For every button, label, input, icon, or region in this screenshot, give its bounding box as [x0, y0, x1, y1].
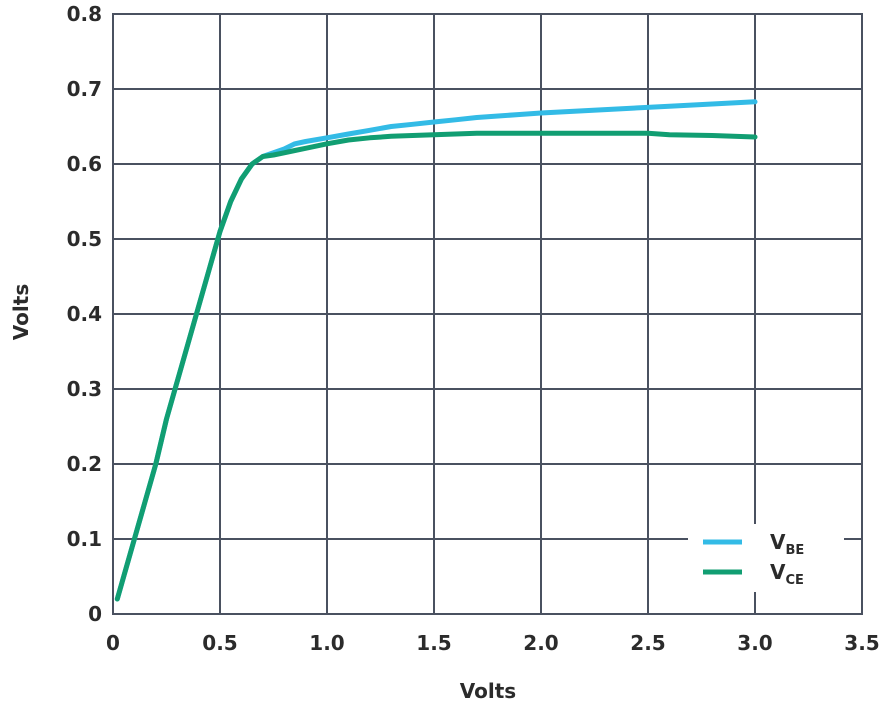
- y-tick-label: 0.6: [67, 152, 102, 176]
- y-tick-label: 0.1: [67, 527, 102, 551]
- y-tick-label: 0.4: [67, 302, 102, 326]
- x-axis-label: Volts: [460, 679, 516, 703]
- y-tick-label: 0.3: [67, 377, 102, 401]
- y-tick-label: 0: [88, 602, 102, 626]
- plot-border: [112, 13, 863, 615]
- x-tick-label: 2.0: [523, 631, 558, 655]
- y-tick-label: 0.5: [67, 227, 102, 251]
- x-tick-label: 0.5: [202, 631, 237, 655]
- series-line-v-be: [114, 99, 758, 602]
- x-tick-label: 1.5: [416, 631, 451, 655]
- y-tick-label: 0.8: [67, 2, 102, 26]
- series-group: [114, 99, 758, 602]
- y-tick-label: 0.7: [67, 77, 102, 101]
- legend-label: VCE: [770, 560, 804, 588]
- y-tick-labels: 0 0.1 0.2 0.3 0.4 0.5 0.6 0.7 0.8: [67, 2, 102, 626]
- x-tick-label: 2.5: [630, 631, 665, 655]
- x-tick-label: 1.0: [309, 631, 344, 655]
- x-tick-labels: 0 0.5 1.0 1.5 2.0 2.5 3.0 3.5: [106, 631, 880, 655]
- y-tick-label: 0.2: [67, 452, 102, 476]
- legend-background: [688, 524, 844, 592]
- x-tick-label: 3.0: [737, 631, 772, 655]
- y-axis-label: Volts: [9, 284, 33, 340]
- x-tick-label: 0: [106, 631, 120, 655]
- x-tick-label: 3.5: [844, 631, 879, 655]
- series-line-v-ce: [114, 130, 758, 602]
- legend-label: VBE: [770, 530, 804, 558]
